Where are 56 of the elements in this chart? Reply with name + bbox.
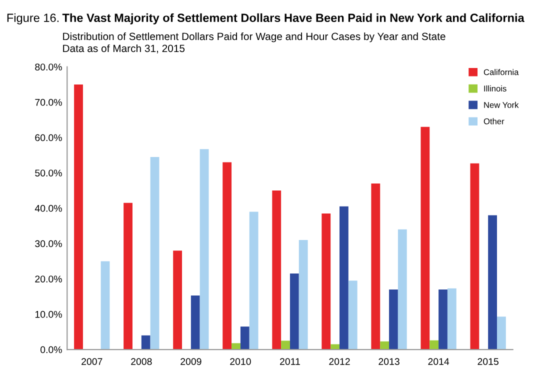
bar (420, 126, 430, 350)
x-tick-label: 2007 (82, 358, 102, 366)
bar (272, 190, 282, 350)
bar (200, 149, 209, 350)
legend-label: Other (484, 118, 504, 124)
bar (290, 274, 299, 350)
bar (340, 206, 348, 350)
bar (330, 344, 340, 350)
bar (496, 316, 506, 350)
x-tick-label: 2015 (478, 358, 498, 366)
bar (488, 215, 497, 350)
bar (124, 202, 132, 350)
y-tick-label: 50.0% (35, 170, 62, 176)
y-tick-label: 60.0% (35, 134, 62, 142)
bar (322, 213, 331, 350)
bar (150, 156, 160, 350)
bar (447, 288, 456, 350)
bar (173, 250, 182, 350)
bar (389, 289, 398, 350)
x-tick-label: 2014 (428, 358, 450, 366)
bar (398, 229, 407, 350)
y-tick-label: 70.0% (35, 98, 62, 106)
x-tick-label: 2012 (329, 358, 350, 366)
bar (232, 343, 240, 350)
bar (240, 326, 250, 350)
bar (438, 289, 448, 350)
y-tick-label: 30.0% (35, 240, 62, 248)
y-tick-label: 40.0% (34, 204, 62, 212)
bar (430, 340, 439, 350)
legend-label: California (484, 68, 519, 76)
chart-subtitle: Distribution of Settlement Dollars Paid for Wage and Hour Cases by Year and State Data as of March 31, 2015 (63, 32, 446, 54)
x-tick-label: 2011 (280, 358, 300, 366)
legend-label: New York (484, 102, 519, 108)
bar (74, 84, 83, 350)
bar (222, 162, 232, 350)
y-tick-label: 0.0% (40, 346, 62, 354)
bar (190, 295, 200, 350)
x-tick-label: 2009 (180, 358, 202, 366)
chart-title: The Vast Majority of Settlement Dollars Have Been Paid in New York and California (62, 13, 524, 24)
bar (348, 280, 358, 350)
bar (470, 163, 480, 350)
bar (249, 212, 258, 350)
x-tick-label: 2010 (230, 358, 251, 366)
x-tick-label: 2008 (131, 358, 152, 366)
y-tick-label: 80.0% (35, 64, 62, 70)
legend-label: Illinois (484, 85, 506, 92)
bar (100, 261, 110, 350)
bar (141, 335, 150, 350)
caption: Figure 16. (7, 13, 59, 24)
bar (281, 340, 290, 350)
bar (298, 240, 308, 350)
x-tick-label: 2013 (378, 358, 400, 366)
bar (371, 183, 380, 350)
y-tick-label: 10.0% (35, 310, 62, 318)
y-tick-label: 20.0% (35, 276, 62, 282)
bar (380, 341, 390, 350)
